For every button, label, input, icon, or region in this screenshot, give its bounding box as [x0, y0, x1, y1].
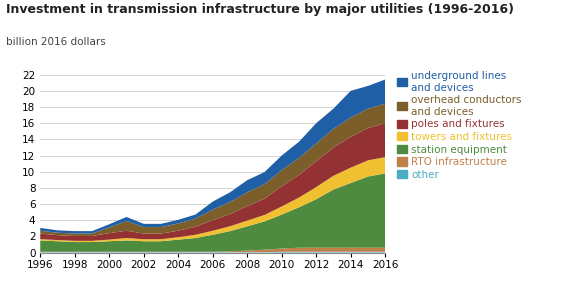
- Legend: underground lines
and devices, overhead conductors
and devices, poles and fixtur: underground lines and devices, overhead …: [397, 71, 522, 180]
- Text: billion 2016 dollars: billion 2016 dollars: [6, 37, 105, 47]
- Text: Investment in transmission infrastructure by major utilities (1996-2016): Investment in transmission infrastructur…: [6, 3, 513, 16]
